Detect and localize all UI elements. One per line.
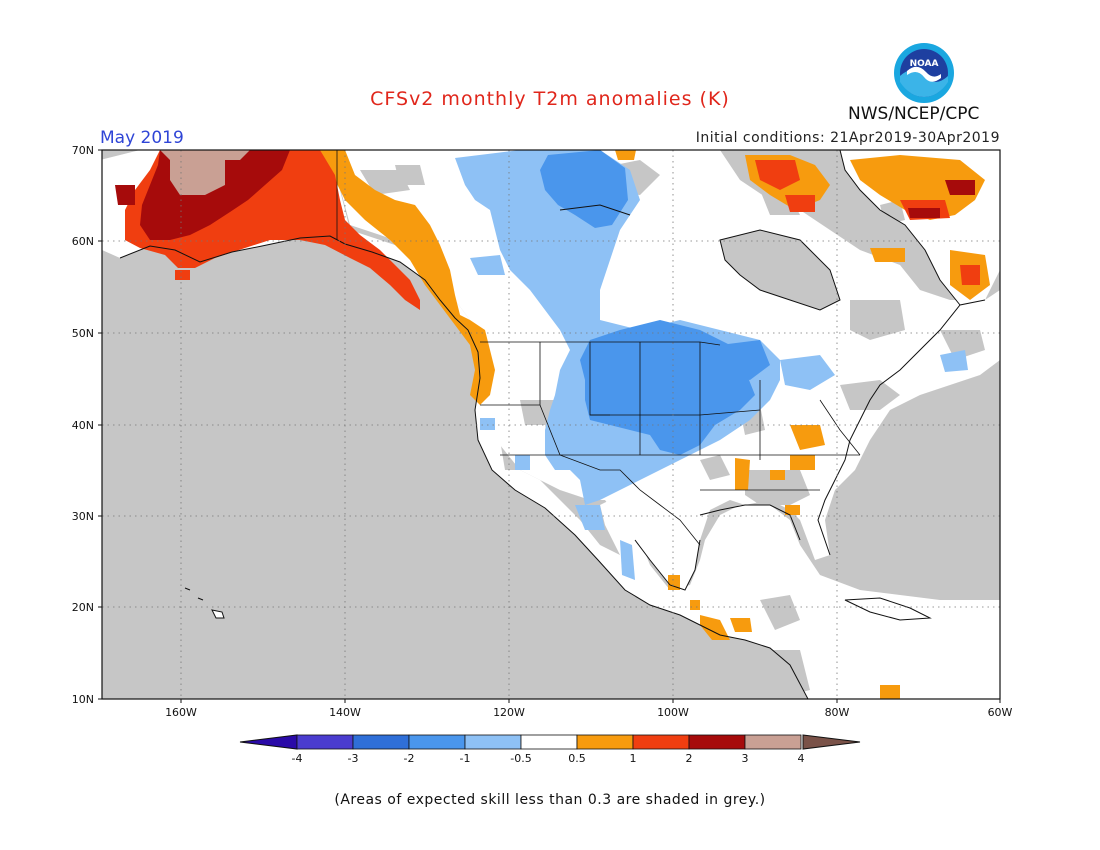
colorbar-box bbox=[352, 734, 410, 750]
colorbar-left-arrow bbox=[239, 734, 298, 750]
lat-label: 60N bbox=[72, 235, 94, 248]
lat-label: 70N bbox=[72, 144, 94, 157]
graticule bbox=[102, 150, 1000, 699]
colorbar-label: 4 bbox=[798, 752, 805, 765]
footnote: (Areas of expected skill less than 0.3 a… bbox=[334, 792, 766, 808]
colorbar: -4 -3 -2 -1 -0.5 0.5 1 2 3 4 bbox=[239, 734, 861, 765]
colorbar-label: -4 bbox=[292, 752, 303, 765]
political-borders bbox=[336, 150, 861, 546]
colorbar-box bbox=[464, 734, 522, 750]
anomaly-three-to-four bbox=[160, 150, 250, 195]
coastlines bbox=[119, 150, 986, 699]
anomaly-minus-one-to-minus-two bbox=[540, 150, 770, 455]
lat-label: 50N bbox=[72, 327, 94, 340]
lon-label: 120W bbox=[493, 706, 525, 719]
longitude-labels: 160W 140W 120W 100W 80W 60W bbox=[165, 706, 1012, 719]
lon-label: 140W bbox=[329, 706, 361, 719]
colorbar-label: -0.5 bbox=[510, 752, 531, 765]
low-skill-grey-areas bbox=[360, 160, 985, 695]
colorbar-right-arrow bbox=[802, 734, 861, 750]
noaa-logo: NOAA bbox=[893, 42, 955, 108]
lat-label: 30N bbox=[72, 510, 94, 523]
lat-label: 10N bbox=[72, 693, 94, 706]
latitude-ticks bbox=[98, 149, 102, 700]
colorbar-box bbox=[520, 734, 578, 750]
colorbar-box bbox=[632, 734, 690, 750]
colorbar-label: 0.5 bbox=[568, 752, 586, 765]
forecast-month: May 2019 bbox=[100, 128, 184, 148]
lat-label: 40N bbox=[72, 419, 94, 432]
initial-conditions: Initial conditions: 21Apr2019-30Apr2019 bbox=[695, 130, 1000, 146]
noaa-logo-text: NOAA bbox=[910, 59, 939, 69]
lon-label: 160W bbox=[165, 706, 197, 719]
colorbar-label: -1 bbox=[460, 752, 471, 765]
latitude-labels: 70N 60N 50N 40N 30N 20N 10N bbox=[72, 144, 94, 706]
agency-label: NWS/NCEP/CPC bbox=[848, 104, 980, 124]
colorbar-box bbox=[576, 734, 634, 750]
lat-label: 20N bbox=[72, 601, 94, 614]
colorbar-box bbox=[296, 734, 354, 750]
lon-label: 60W bbox=[988, 706, 1013, 719]
colorbar-box bbox=[408, 734, 466, 750]
chart-title: CFSv2 monthly T2m anomalies (K) bbox=[370, 88, 730, 110]
colorbar-label: 2 bbox=[686, 752, 693, 765]
colorbar-label: 1 bbox=[630, 752, 637, 765]
longitude-ticks bbox=[180, 699, 1001, 703]
colorbar-box bbox=[688, 734, 746, 750]
colorbar-label: -2 bbox=[404, 752, 415, 765]
colorbar-label: 3 bbox=[742, 752, 749, 765]
colorbar-box bbox=[744, 734, 802, 750]
lon-label: 80W bbox=[825, 706, 850, 719]
lon-label: 100W bbox=[657, 706, 689, 719]
colorbar-label: -3 bbox=[348, 752, 359, 765]
